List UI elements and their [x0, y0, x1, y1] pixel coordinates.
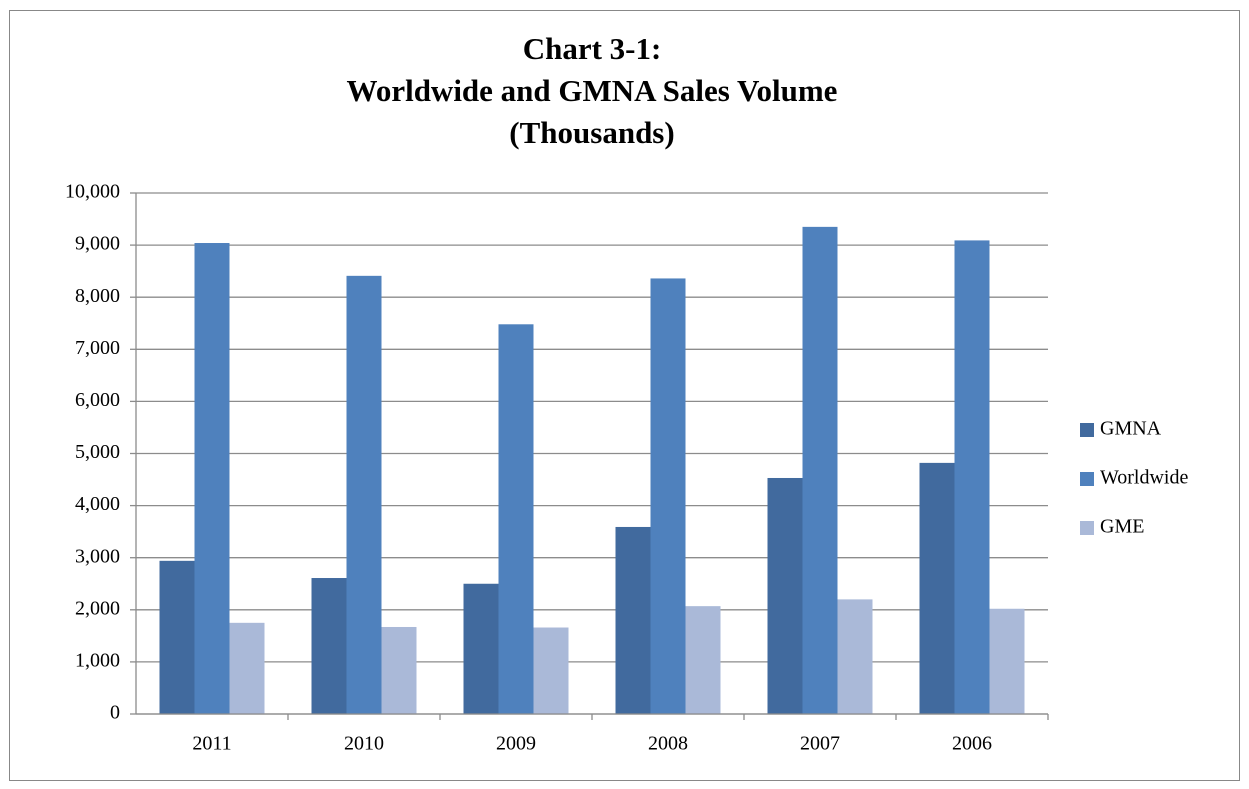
- y-tick-label: 8,000: [75, 285, 120, 307]
- x-tick-label: 2008: [648, 733, 688, 755]
- chart-title: Chart 3-1:: [523, 31, 662, 66]
- chart-title: (Thousands): [509, 115, 674, 150]
- x-tick-label: 2011: [192, 733, 231, 755]
- y-tick-label: 3,000: [75, 545, 120, 567]
- bar: [381, 626, 417, 714]
- y-tick-label: 1,000: [75, 649, 120, 671]
- y-tick-label: 0: [110, 702, 120, 724]
- legend-swatch: [1080, 521, 1094, 535]
- legend-label: GME: [1100, 516, 1144, 538]
- x-tick-label: 2007: [800, 733, 840, 755]
- bar: [498, 324, 534, 714]
- legend-label: GMNA: [1100, 418, 1162, 440]
- y-tick-label: 5,000: [75, 441, 120, 463]
- x-tick-label: 2006: [952, 733, 992, 755]
- y-tick-label: 7,000: [75, 337, 120, 359]
- legend-swatch: [1080, 423, 1094, 437]
- legend-label: Worldwide: [1100, 467, 1188, 489]
- bar: [837, 599, 873, 714]
- chart-title: Worldwide and GMNA Sales Volume: [347, 73, 838, 108]
- legend-swatch: [1080, 472, 1094, 486]
- bar: [954, 240, 990, 714]
- bar: [919, 462, 955, 714]
- bar: [650, 278, 686, 714]
- bar: [311, 578, 347, 714]
- bar: [229, 622, 265, 714]
- bar: [767, 477, 803, 714]
- bar: [346, 275, 382, 714]
- y-tick-label: 10,000: [65, 181, 120, 203]
- bar: [989, 608, 1025, 714]
- y-tick-label: 6,000: [75, 389, 120, 411]
- bar: [463, 583, 499, 714]
- bar: [533, 627, 569, 714]
- bar: [194, 243, 230, 715]
- y-tick-label: 9,000: [75, 233, 120, 255]
- y-tick-label: 4,000: [75, 493, 120, 515]
- bar: [685, 606, 721, 714]
- x-tick-label: 2009: [496, 733, 536, 755]
- x-tick-label: 2010: [344, 733, 384, 755]
- bar: [802, 226, 838, 715]
- bar: [159, 560, 195, 714]
- y-tick-label: 2,000: [75, 597, 120, 619]
- bar: [615, 526, 651, 714]
